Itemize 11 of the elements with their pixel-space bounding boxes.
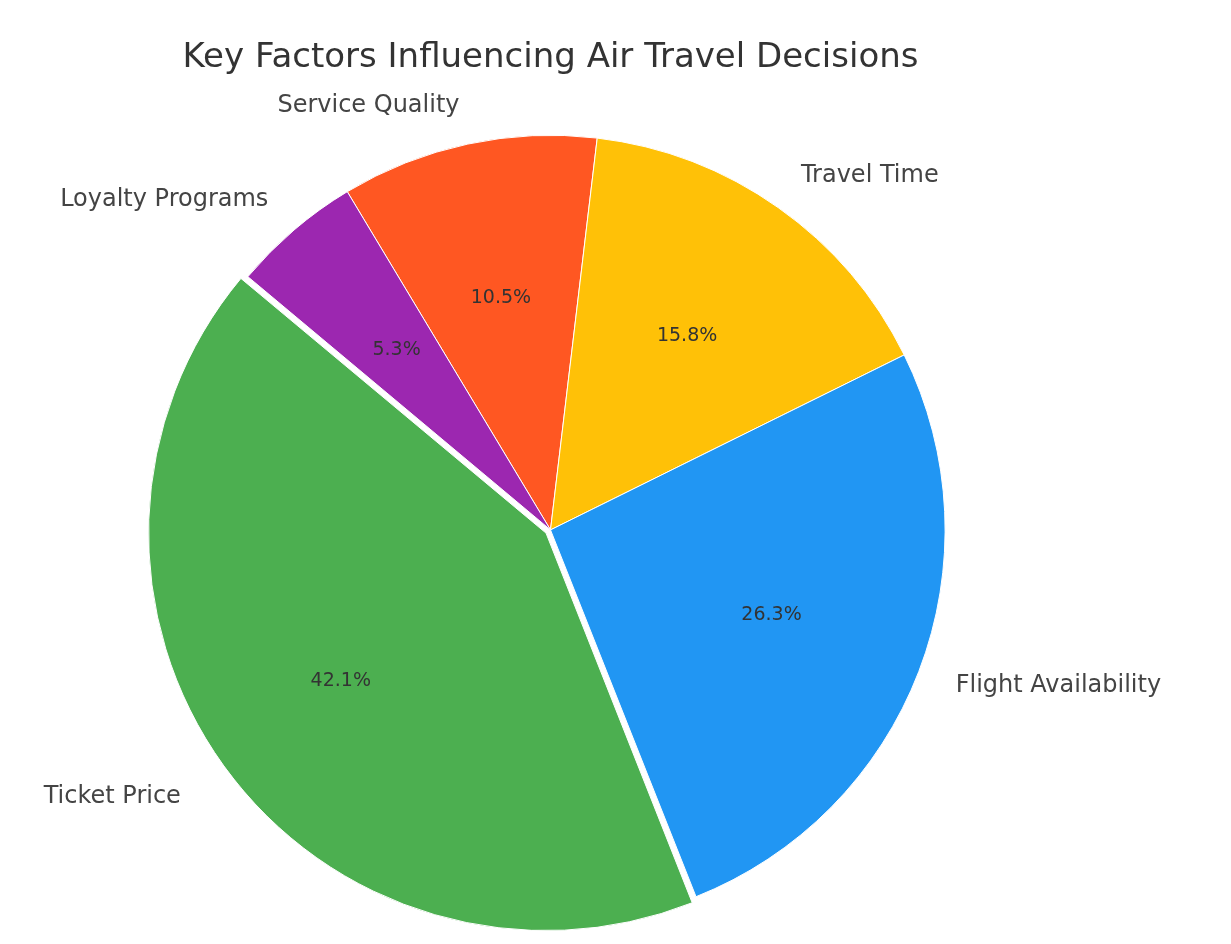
data-label: 26.3% — [741, 601, 802, 624]
slice-label: Travel Time — [799, 159, 939, 188]
data-label: 42.1% — [310, 668, 371, 691]
slice-label: Service Quality — [277, 89, 460, 118]
slice-label: Loyalty Programs — [60, 184, 269, 213]
data-label: 15.8% — [656, 323, 718, 346]
data-label: 5.3% — [372, 336, 421, 359]
chart-title: Key Factors Influencing Air Travel Decisions — [182, 35, 919, 76]
slice-label: Ticket Price — [42, 781, 181, 810]
data-label: 10.5% — [470, 285, 532, 308]
slice-label: Flight Availability — [955, 669, 1162, 698]
